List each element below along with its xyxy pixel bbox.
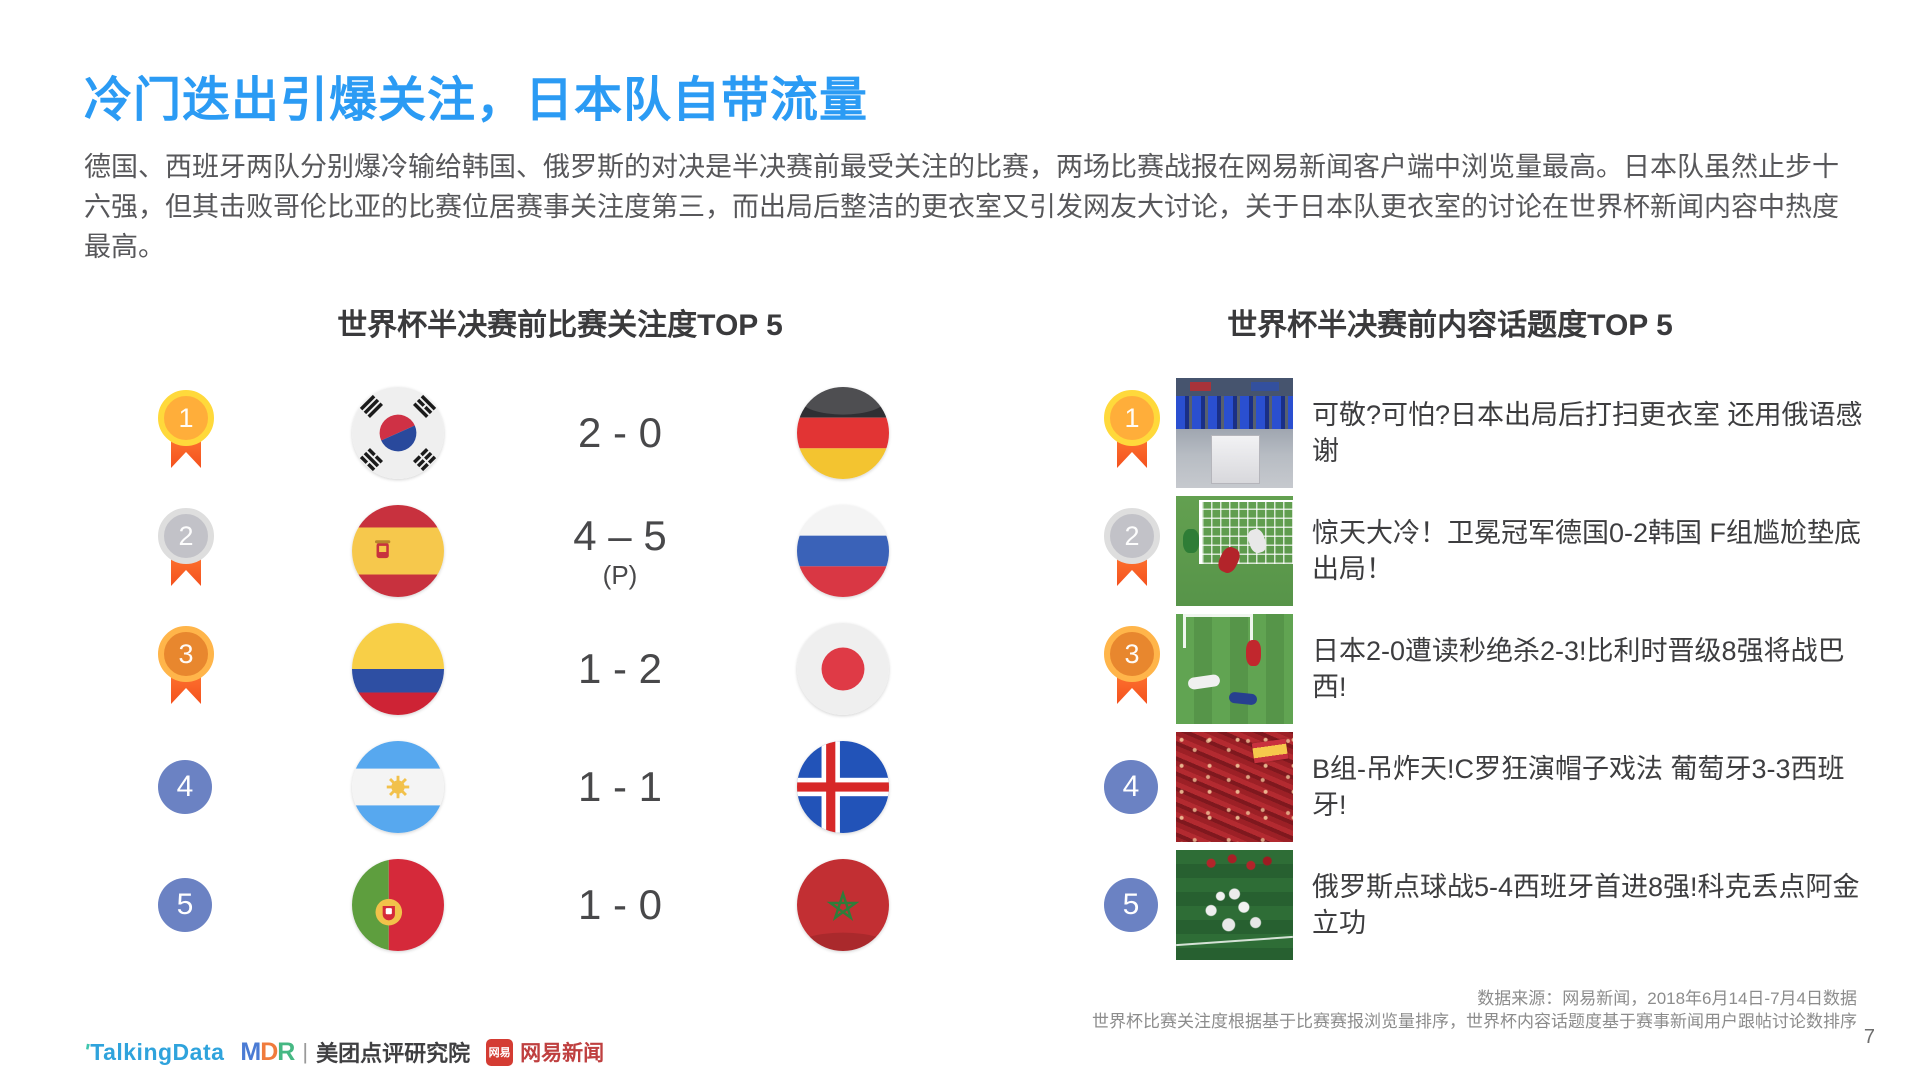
match-row-4: 4 1 - 1 [0,732,1921,842]
rank-number: 1 [158,390,214,446]
locker-room-thumbnail [1176,378,1293,488]
news-row-4: 4 B组-吊炸天!C罗狂演帽子戏法 葡萄牙3-3西班牙! [0,732,1921,842]
page-number: 7 [1863,1026,1875,1048]
south-korea-flag-icon [352,387,444,479]
news-row-5: 5 俄罗斯点球战5-4西班牙首进8强!科克丢点阿金立功 [0,850,1921,960]
intro-paragraph: 德国、西班牙两队分别爆冷输给韩国、俄罗斯的对决是半决赛前最受关注的比赛，两场比赛… [84,152,1839,262]
rank-circle-icon: 5 [1104,878,1158,932]
rank-number: 1 [1104,390,1160,446]
match-row-2: 2 4 – 5 (P) [0,496,1921,606]
news-row-2: 2 惊天大冷！卫冕冠军德国0-2韩国 F组尴尬垫底出局！ [0,496,1921,606]
rank-circle-icon: 4 [158,760,212,814]
footer-logos: ' TalkingData MDR | 美团点评研究院 网易 网易新闻 [82,1036,605,1068]
match-row-5: 5 1 - 0 [0,850,1921,960]
meituan-institute-name: 美团点评研究院 [316,1041,471,1066]
rank-circle-icon: 5 [158,878,212,932]
source-line-1: 数据来源：网易新闻，2018年6月14日-7月4日数据 [1477,989,1857,1008]
match-score: 1 - 2 [577,645,663,692]
netease-icon: 网易 [486,1038,514,1066]
fans-crowd-thumbnail [1176,732,1293,842]
rank-circle-icon: 4 [1104,760,1158,814]
rank-number: 2 [1104,508,1160,564]
news-headline: B组-吊炸天!C罗狂演帽子戏法 葡萄牙3-3西班牙! [1312,753,1845,820]
japan-flag-icon [797,623,889,715]
logo-separator: | [302,1039,309,1064]
talkingdata-logo: ' TalkingData [82,1038,225,1066]
match-row-1: 1 2 - 0 [0,378,1921,488]
rank-number: 3 [1104,626,1160,682]
news-row-3: 3 日本2-0遭读秒绝杀2-3!比利时晋级8强将战巴西! [0,614,1921,724]
news-row-1: 1 可敬?可怕?日本出局后打扫更衣室 还用俄语感谢 [0,378,1921,488]
meituan-dianping-logo: MDR | 美团点评研究院 [240,1036,470,1068]
left-panel-heading: 世界杯半决赛前比赛关注度TOP 5 [337,309,783,342]
rank-number: 3 [158,626,214,682]
rank-number: 2 [158,508,214,564]
source-line-2: 世界杯比赛关注度根据基于比赛赛报浏览量排序，世界杯内容话题度基于赛事新闻用户跟帖… [1092,1011,1857,1031]
celebration-thumbnail [1176,850,1293,960]
right-panel-heading: 世界杯半决赛前内容话题度TOP 5 [1227,309,1673,342]
goal-scene-thumbnail [1176,496,1293,606]
netease-news-name: 网易新闻 [520,1042,605,1065]
silver-medal-icon: 2 [1104,508,1160,590]
match-score: 1 - 1 [577,763,663,810]
match-score: 1 - 0 [577,881,663,928]
bronze-medal-icon: 3 [1104,626,1160,708]
iceland-flag-icon [797,741,889,833]
gold-medal-icon: 1 [158,390,214,472]
talkingdata-wordmark: TalkingData [90,1038,225,1065]
silver-medal-icon: 2 [158,508,214,590]
bronze-medal-icon: 3 [158,626,214,708]
argentina-flag-icon [352,741,444,833]
news-headline: 惊天大冷！卫冕冠军德国0-2韩国 F组尴尬垫底出局！ [1312,517,1862,584]
news-headline: 日本2-0遭读秒绝杀2-3!比利时晋级8强将战巴西! [1312,635,1845,702]
morocco-flag-icon [797,859,889,951]
pitch-players-thumbnail [1176,614,1293,724]
match-row-3: 3 1 - 2 [0,614,1921,724]
match-score: 4 – 5 (P) [573,511,667,590]
data-source-note: 数据来源：网易新闻，2018年6月14日-7月4日数据 世界杯比赛关注度根据基于… [1092,988,1857,1034]
spain-flag-icon [352,505,444,597]
news-headline: 可敬?可怕?日本出局后打扫更衣室 还用俄语感谢 [1312,399,1863,466]
match-score: 2 - 0 [577,409,663,456]
news-headline: 俄罗斯点球战5-4西班牙首进8强!科克丢点阿金立功 [1312,871,1860,938]
page-title: 冷门迭出引爆关注，日本队自带流量 [84,74,869,127]
mdr-wordmark-icon: MDR [240,1037,295,1066]
netease-news-logo: 网易 网易新闻 [486,1037,604,1067]
gold-medal-icon: 1 [1104,390,1160,472]
